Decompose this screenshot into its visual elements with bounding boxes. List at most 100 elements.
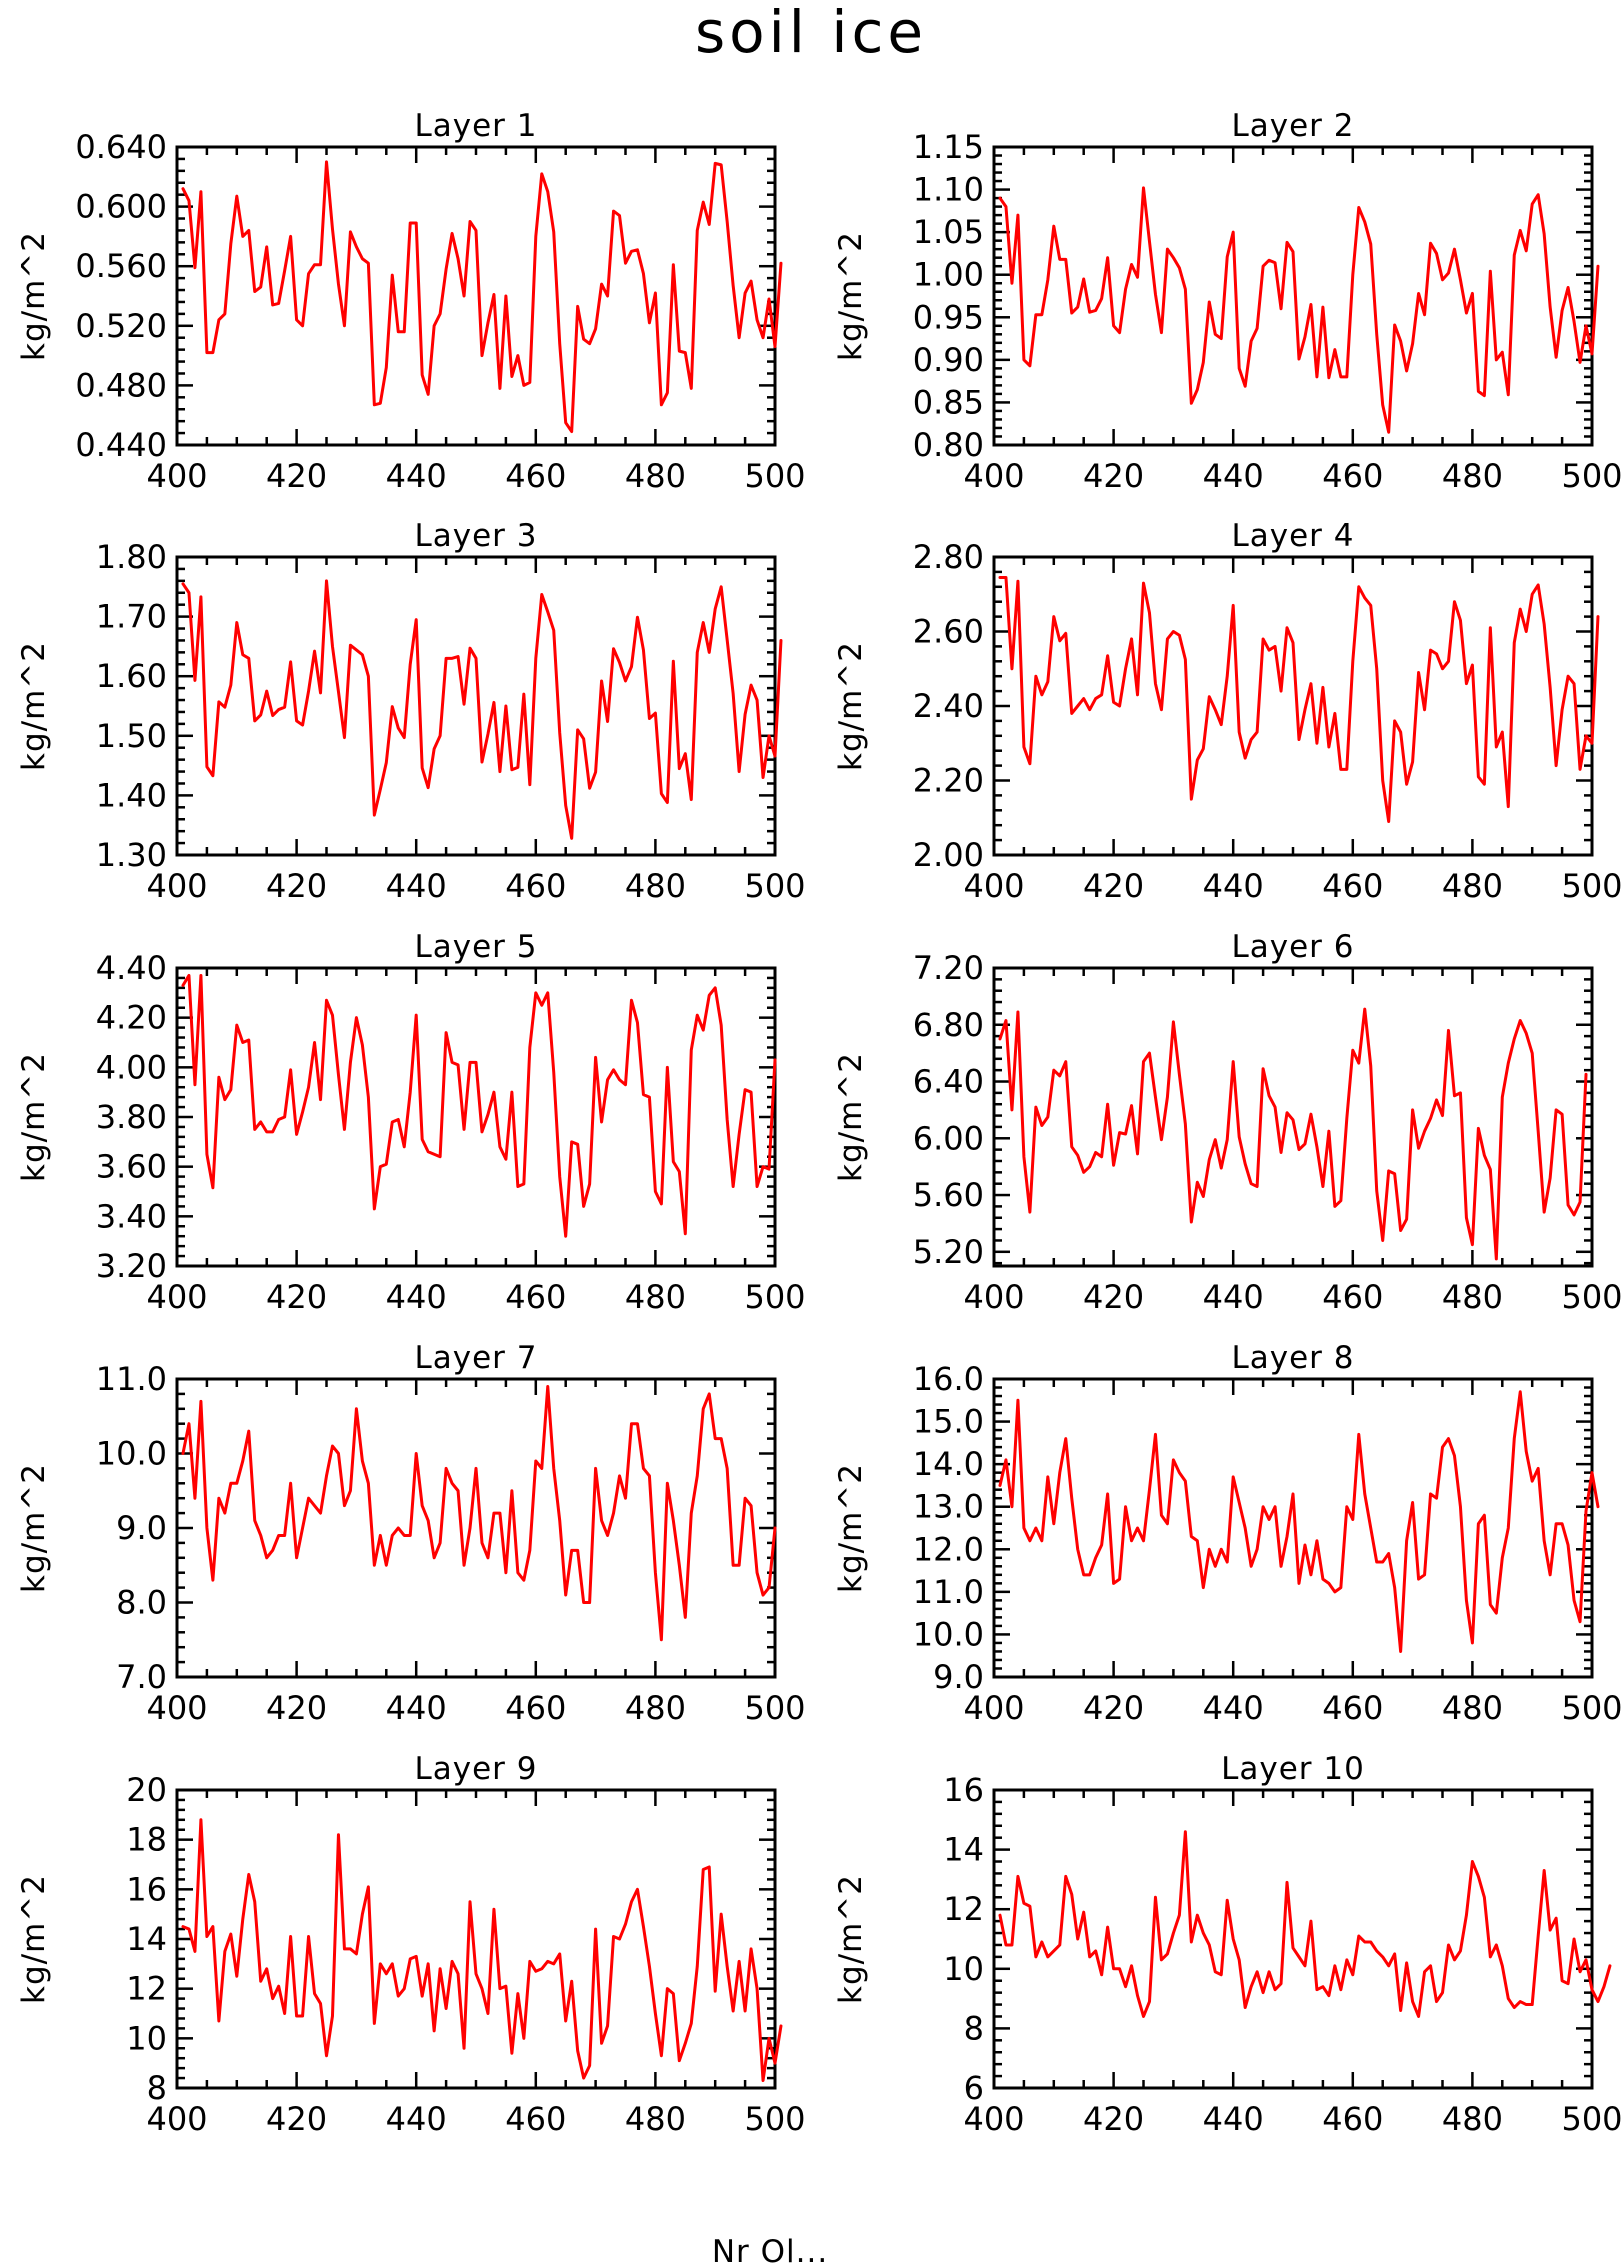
layer-2-y-tick-label: 1.00 [913,256,984,294]
layer-1-y-tick-label: 0.560 [75,247,167,285]
layer-4-plot-frame [992,555,1594,857]
layer-9-x-tick-label: 400 [146,2100,207,2138]
layer-3-plot-frame [175,555,777,857]
layer-9-panel: Layer 9 kg/m^2 400 420 440 460 480 500 8 10 12 14 16… [16,1751,806,2138]
layer-7-y-tick-label: 9.0 [116,1509,167,1547]
layer-1-plot-frame [175,145,777,447]
layer-2-x-tick-label: 440 [1203,457,1264,495]
layer-7-x-tick-label: 500 [744,1689,805,1727]
layer-1-x-tick-label: 500 [744,457,805,495]
layer-1-ylabel: kg/m^2 [16,231,52,361]
layer-1-x-tick-label: 440 [386,457,447,495]
layer-10-x-tick-label: 480 [1442,2100,1503,2138]
layer-2-x-tick-label: 420 [1083,457,1144,495]
layer-10-y-tick-label: 14 [943,1831,984,1869]
layer-9-y-tick-label: 8 [147,2069,167,2107]
layer-5-panel: Layer 5 kg/m^2 400 420 440 460 480 500 3.20 3.40 3… [16,929,806,1316]
layer-3-x-tick-label: 460 [505,867,566,905]
layer-5-y-tick-label: 3.60 [96,1148,167,1186]
layer-7-x-tick-label: 400 [146,1689,207,1727]
layer-10-x-tick-label: 400 [963,2100,1024,2138]
layer-3-x-tick-label: 400 [146,867,207,905]
layer-10-y-tick-label: 16 [943,1771,984,1809]
layer-2-y-tick-label: 1.05 [913,213,984,251]
layer-9-y-tick-label: 18 [126,1821,167,1859]
layer-6-y-tick-label: 6.80 [913,1006,984,1044]
layer-3-x-tick-label: 480 [625,867,686,905]
layer-8-y-tick-label: 11.0 [913,1573,984,1611]
layer-2-plot-frame [992,145,1594,447]
figure-footer: Nr Ol... [712,2234,828,2264]
layer-5-x-tick-label: 420 [266,1278,327,1316]
layer-1-x-tick-label: 460 [505,457,566,495]
layer-5-x-tick-label: 460 [505,1278,566,1316]
layer-8-y-tick-label: 9.0 [933,1658,984,1696]
layer-6-x-tick-label: 460 [1322,1278,1383,1316]
layer-2-panel: Layer 2 kg/m^2 400 420 440 460 480 500 0.80 0.85 0… [833,108,1622,495]
layer-2-x-tick-label: 460 [1322,457,1383,495]
layer-9-y-tick-label: 10 [126,2019,167,2057]
layer-3-panel: Layer 3 kg/m^2 400 420 440 460 480 500 1.30 1.40 1… [16,518,806,905]
layer-1-y-tick-label: 0.480 [75,366,167,404]
layer-8-y-tick-label: 14.0 [913,1445,984,1483]
layer-9-y-tick-label: 12 [126,1970,167,2008]
layer-2-y-tick-label: 1.15 [913,128,984,166]
layer-4-x-tick-label: 400 [963,867,1024,905]
layer-7-y-tick-label: 7.0 [116,1658,167,1696]
layer-7-series-line [181,1384,777,1642]
layer-10-y-tick-label: 10 [943,1950,984,1988]
layer-10-y-tick-label: 8 [964,2009,984,2047]
layer-8-x-tick-label: 460 [1322,1689,1383,1727]
layer-10-x-tick-label: 420 [1083,2100,1144,2138]
layer-7-y-tick-label: 11.0 [96,1360,167,1398]
layer-8-plot-frame [992,1377,1594,1679]
layer-8-panel: Layer 8 kg/m^2 400 420 440 460 480 500 9.0 10.0 11… [833,1340,1622,1727]
layer-1-x-tick-label: 400 [146,457,207,495]
layer-6-x-tick-label: 480 [1442,1278,1503,1316]
layer-4-x-tick-label: 440 [1203,867,1264,905]
layer-5-y-tick-label: 3.80 [96,1098,167,1136]
layer-5-y-tick-label: 3.40 [96,1197,167,1235]
layer-5-title: Layer 5 [414,929,537,965]
layer-10-y-tick-label: 6 [964,2069,984,2107]
layer-6-y-tick-label: 5.20 [913,1233,984,1271]
layer-7-title: Layer 7 [414,1340,537,1376]
layer-5-y-tick-label: 3.20 [96,1247,167,1285]
layer-8-y-tick-label: 10.0 [913,1615,984,1653]
layer-9-x-tick-label: 500 [744,2100,805,2138]
layer-7-x-tick-label: 480 [625,1689,686,1727]
layer-4-y-tick-label: 2.40 [913,687,984,725]
layer-4-x-tick-label: 420 [1083,867,1144,905]
layer-4-x-tick-label: 460 [1322,867,1383,905]
layer-5-x-tick-label: 400 [146,1278,207,1316]
layer-10-series-line [998,1830,1612,2018]
layer-7-plot-frame [175,1377,777,1679]
figure-title: soil ice [695,0,927,66]
layer-8-x-tick-label: 400 [963,1689,1024,1727]
layer-10-title: Layer 10 [1221,1751,1365,1787]
layer-9-y-tick-label: 16 [126,1870,167,1908]
layer-4-y-tick-label: 2.60 [913,613,984,651]
layer-7-x-tick-label: 460 [505,1689,566,1727]
layer-1-y-tick-label: 0.440 [75,426,167,464]
layer-7-x-tick-label: 420 [266,1689,327,1727]
layer-3-y-tick-label: 1.60 [96,657,167,695]
layer-8-x-tick-label: 480 [1442,1689,1503,1727]
layer-7-y-tick-label: 8.0 [116,1584,167,1622]
layer-8-x-tick-label: 440 [1203,1689,1264,1727]
layer-6-y-tick-label: 7.20 [913,949,984,987]
layer-6-y-tick-label: 6.00 [913,1119,984,1157]
layer-5-x-tick-label: 500 [744,1278,805,1316]
layer-2-x-tick-label: 480 [1442,457,1503,495]
layer-9-x-tick-label: 460 [505,2100,566,2138]
layer-4-x-tick-label: 500 [1561,867,1622,905]
layer-3-x-tick-label: 500 [744,867,805,905]
layer-6-x-tick-label: 500 [1561,1278,1622,1316]
layer-10-x-tick-label: 440 [1203,2100,1264,2138]
layer-6-y-tick-label: 6.40 [913,1063,984,1101]
layer-3-y-tick-label: 1.80 [96,538,167,576]
layer-2-y-tick-label: 0.95 [913,298,984,336]
layer-4-ylabel: kg/m^2 [833,641,869,771]
layer-7-panel: Layer 7 kg/m^2 400 420 440 460 480 500 7.0 8.0 9.0… [16,1340,806,1727]
layer-9-x-tick-label: 440 [386,2100,447,2138]
